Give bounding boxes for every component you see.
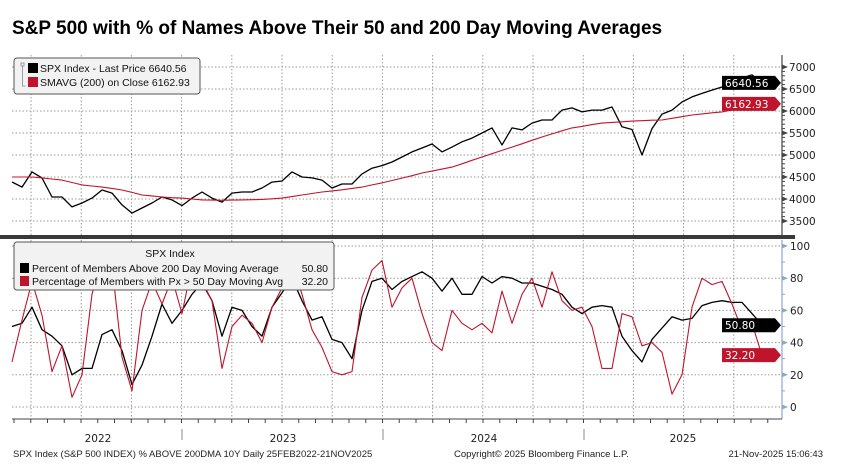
legend-swatch-black xyxy=(28,63,38,73)
pct200-tag: 50.80 xyxy=(722,318,781,333)
top-legend: SPX Index - Last Price 6640.56 SMAVG (20… xyxy=(13,57,201,95)
footer-copyright: Copyright© 2025 Bloomberg Finance L.P. xyxy=(454,449,629,460)
legend-swatch-black xyxy=(20,263,29,273)
series-line-smavg-200-on-close xyxy=(12,103,763,201)
x-tick-label: 2022 xyxy=(85,433,112,445)
smavg-tag: 6162.93 xyxy=(722,96,781,111)
y-tick-label: 0 xyxy=(790,402,797,414)
y-tick-label: 4000 xyxy=(789,194,816,206)
x-tick-label: 2023 xyxy=(270,433,297,445)
footer-description: SPX Index (S&P 500 INDEX) % ABOVE 200DMA… xyxy=(13,449,372,460)
footer-timestamp: 21-Nov-2025 15:06:43 xyxy=(728,449,823,460)
x-tick-label: 2024 xyxy=(471,433,498,445)
y-tick-label: 4500 xyxy=(789,172,816,184)
legend-swatch-red xyxy=(20,276,29,286)
y-tick-label: 5000 xyxy=(789,150,816,162)
y-tick-label: 5500 xyxy=(789,128,816,140)
top-panel-grid xyxy=(12,55,782,235)
series-line-spx-index-last-price xyxy=(11,74,763,214)
bottom-legend: SPX Index Percent of Members Above 200 D… xyxy=(13,241,335,291)
smavg-tag-text: 6162.93 xyxy=(725,99,768,111)
y-tick-label: 60 xyxy=(790,305,803,317)
y-tick-label: 100 xyxy=(790,241,810,253)
pct200-tag-text: 50.80 xyxy=(725,320,755,332)
bottom-panel-grid xyxy=(12,240,782,419)
pct50-tag-text: 32.20 xyxy=(725,350,755,362)
y-tick-label: 6000 xyxy=(789,106,816,118)
pct50-tag: 32.20 xyxy=(722,348,781,363)
y-tick-label: 6500 xyxy=(789,84,816,96)
y-tick-label: 3500 xyxy=(789,216,816,228)
top-panel-lines xyxy=(11,74,763,214)
last-price-tag-text: 6640.56 xyxy=(725,78,769,90)
legend-label-50dma: Percentage of Members with Px > 50 Day M… xyxy=(32,276,283,288)
y-tick-label: 7000 xyxy=(789,62,816,74)
legend-label-200dma: Percent of Members Above 200 Day Moving … xyxy=(32,263,279,275)
legend-label-smavg: SMAVG (200) on Close 6162.93 xyxy=(40,77,190,89)
bottom-legend-title: SPX Index xyxy=(145,248,195,260)
chart-title: S&P 500 with % of Names Above Their 50 a… xyxy=(12,18,662,39)
panel-separator xyxy=(0,235,795,239)
axes: 3500 4000 4500 5000 5500 6000 6500 7000 0 20 40 60 8… xyxy=(12,55,816,440)
legend-label-spx: SPX Index - Last Price 6640.56 xyxy=(40,63,187,75)
legend-handle-icon xyxy=(20,62,26,87)
last-price-tag: 6640.56 xyxy=(722,75,781,90)
y-tick-label: 20 xyxy=(790,370,803,382)
x-tick-label: 2025 xyxy=(670,433,697,445)
legend-value-200dma: 50.80 xyxy=(302,263,328,275)
legend-value-50dma: 32.20 xyxy=(302,276,328,288)
y-tick-label: 80 xyxy=(790,273,803,285)
bottom-panel-lines xyxy=(11,256,763,398)
y-tick-label: 40 xyxy=(790,338,803,350)
series-line-percentage-of-members-with-px-50-day-moving-avg xyxy=(11,256,763,398)
legend-swatch-red xyxy=(28,77,38,87)
